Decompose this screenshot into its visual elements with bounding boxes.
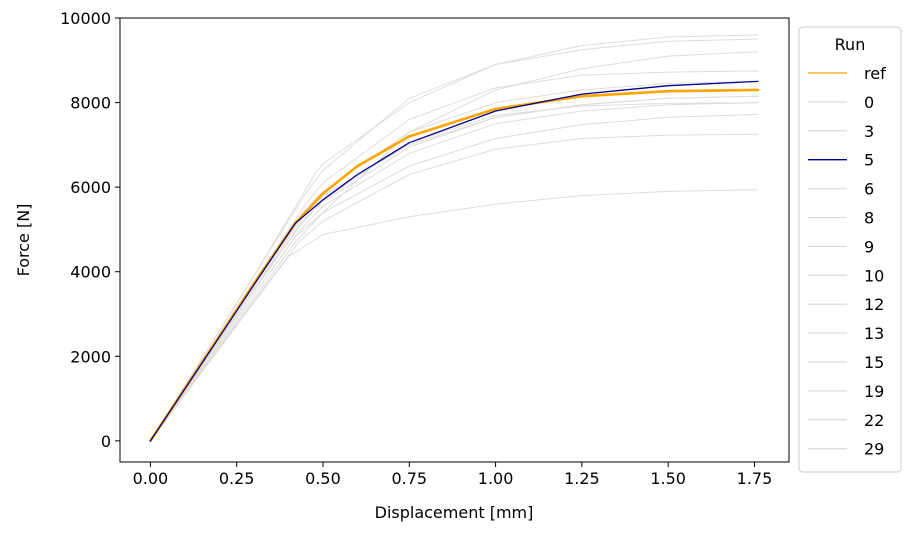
legend-label-8: 8 [864,209,874,228]
x-tick-label: 0.25 [219,469,255,488]
axes-frame [119,17,790,463]
legend-label-ref: ref [864,64,886,83]
series-line-0 [149,113,759,442]
y-tick-label: 2000 [70,347,111,366]
legend-title: Run [835,35,866,54]
legend: Run ref 0 3 5 6 8 9 10 12 13 15 19 22 29 [798,26,902,473]
y-tick-label: 10000 [60,9,111,28]
legend-label-9: 9 [864,237,874,256]
x-tick-label: 1.50 [650,469,686,488]
series-line-5 [149,80,759,442]
plot-area [149,34,760,443]
y-tick-label: 6000 [70,178,111,197]
legend-label-12: 12 [864,295,884,314]
x-tick-label: 0.50 [305,469,341,488]
x-tick-label: 1.75 [737,469,773,488]
legend-label-5: 5 [864,151,874,170]
legend-label-6: 6 [864,180,874,199]
x-axis-label: Displacement [mm] [375,503,534,522]
legend-label-29: 29 [864,440,884,459]
series-line-ref [149,88,760,443]
legend-label-22: 22 [864,411,884,430]
y-tick-label: 0 [101,432,111,451]
legend-label-3: 3 [864,122,874,141]
legend-items: ref 0 3 5 6 8 9 10 12 13 15 19 22 29 [808,64,886,459]
series-line-29 [149,102,759,442]
legend-label-0: 0 [864,93,874,112]
series-line-10 [149,102,759,442]
series-line-19 [149,95,759,442]
y-tick-label: 8000 [70,94,111,113]
series-line-15 [149,34,759,442]
x-tick-label: 0.00 [133,469,169,488]
x-axis: 0.00 0.25 0.50 0.75 1.00 1.25 1.50 1.75 [133,462,773,488]
x-tick-label: 1.00 [478,469,514,488]
legend-frame [798,26,902,473]
series-line-8 [149,95,759,442]
legend-label-10: 10 [864,266,884,285]
x-tick-label: 0.75 [391,469,427,488]
legend-label-13: 13 [864,324,884,343]
series-line-22 [149,51,759,442]
series-line-9 [149,133,759,442]
y-axis: 0 2000 4000 6000 8000 10000 [60,9,120,451]
legend-label-15: 15 [864,353,884,372]
series-line-12 [149,38,759,442]
y-axis-label: Force [N] [14,204,33,277]
legend-label-19: 19 [864,382,884,401]
x-tick-label: 1.25 [564,469,600,488]
y-tick-label: 4000 [70,263,111,282]
